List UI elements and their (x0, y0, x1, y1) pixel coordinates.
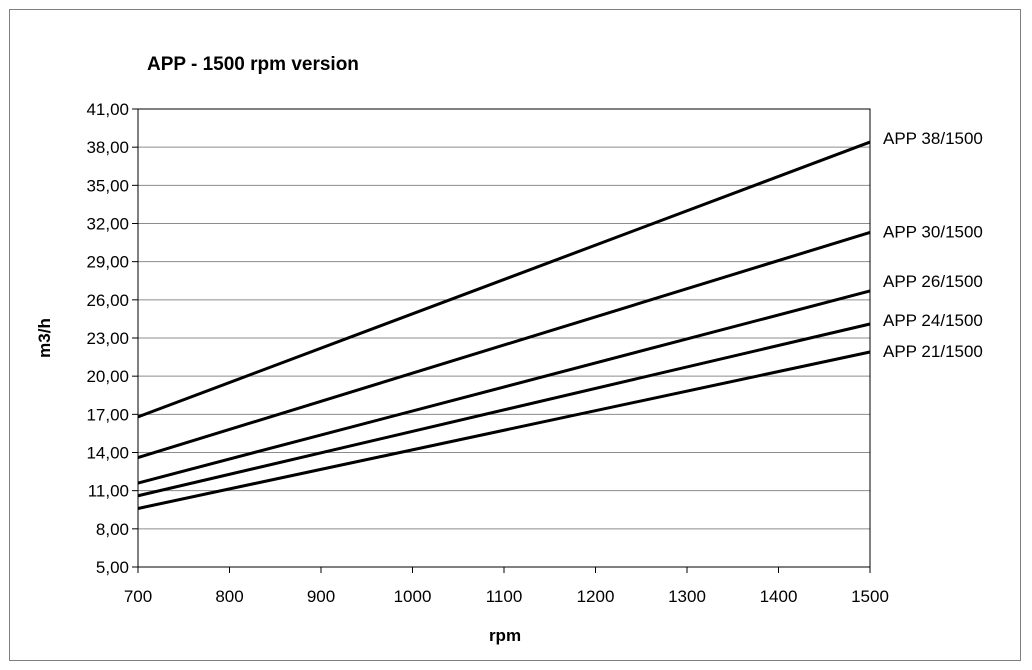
y-tick-label: 14,00 (86, 444, 129, 463)
series-line (137, 140, 871, 419)
x-tick-label: 1300 (668, 587, 706, 606)
series-line (137, 230, 871, 460)
series-labels: APP 38/1500 APP 30/1500 APP 26/1500 APP 24/… (883, 129, 983, 361)
y-tick-label: 11,00 (88, 482, 129, 501)
x-tick-label: 1000 (394, 587, 432, 606)
y-tick-label: 38,00 (86, 138, 129, 157)
series-lines (137, 140, 871, 510)
series-label: APP 24/1500 (883, 311, 983, 330)
series-line (137, 350, 871, 510)
x-axis-title: rpm (489, 626, 521, 645)
x-tick-label: 1400 (760, 587, 798, 606)
y-tick-label: 35,00 (86, 176, 129, 195)
y-tick-label: 17,00 (86, 405, 129, 424)
y-tick-label: 8,00 (96, 520, 129, 539)
y-tick-label: 23,00 (86, 329, 129, 348)
chart-frame (9, 9, 1021, 661)
y-tick-label: 5,00 (96, 558, 129, 577)
y-tick-label: 29,00 (86, 253, 129, 272)
series-line (137, 289, 871, 485)
y-tick-label: 41,00 (86, 100, 129, 119)
chart-title: APP - 1500 rpm version (147, 54, 359, 75)
gridlines (138, 108, 870, 568)
x-tick-label: 1500 (851, 587, 889, 606)
x-tick-label: 800 (215, 587, 243, 606)
series-label: APP 30/1500 (883, 222, 983, 241)
x-tick-label: 1200 (577, 587, 615, 606)
plot-area-border (137, 108, 871, 568)
series-label: APP 21/1500 (883, 342, 983, 361)
x-tick-label: 900 (307, 587, 335, 606)
y-tick-label: 32,00 (86, 215, 129, 234)
series-label: APP 38/1500 (883, 129, 983, 148)
x-tick-labels: 700 800 900 1000 1100 1200 1300 1400 1500 (124, 567, 889, 606)
x-tick-label: 1100 (486, 587, 523, 606)
y-tick-label: 26,00 (86, 291, 129, 310)
x-tick-label: 700 (124, 587, 152, 606)
y-tick-label: 20,00 (86, 367, 129, 386)
series-label: APP 26/1500 (883, 272, 983, 291)
y-axis-title: m3/h (35, 318, 54, 358)
y-tick-labels: 5,00 8,00 11,00 14,00 17,00 20,00 23,00 26,00 29… (86, 100, 138, 577)
series-line (137, 322, 871, 498)
